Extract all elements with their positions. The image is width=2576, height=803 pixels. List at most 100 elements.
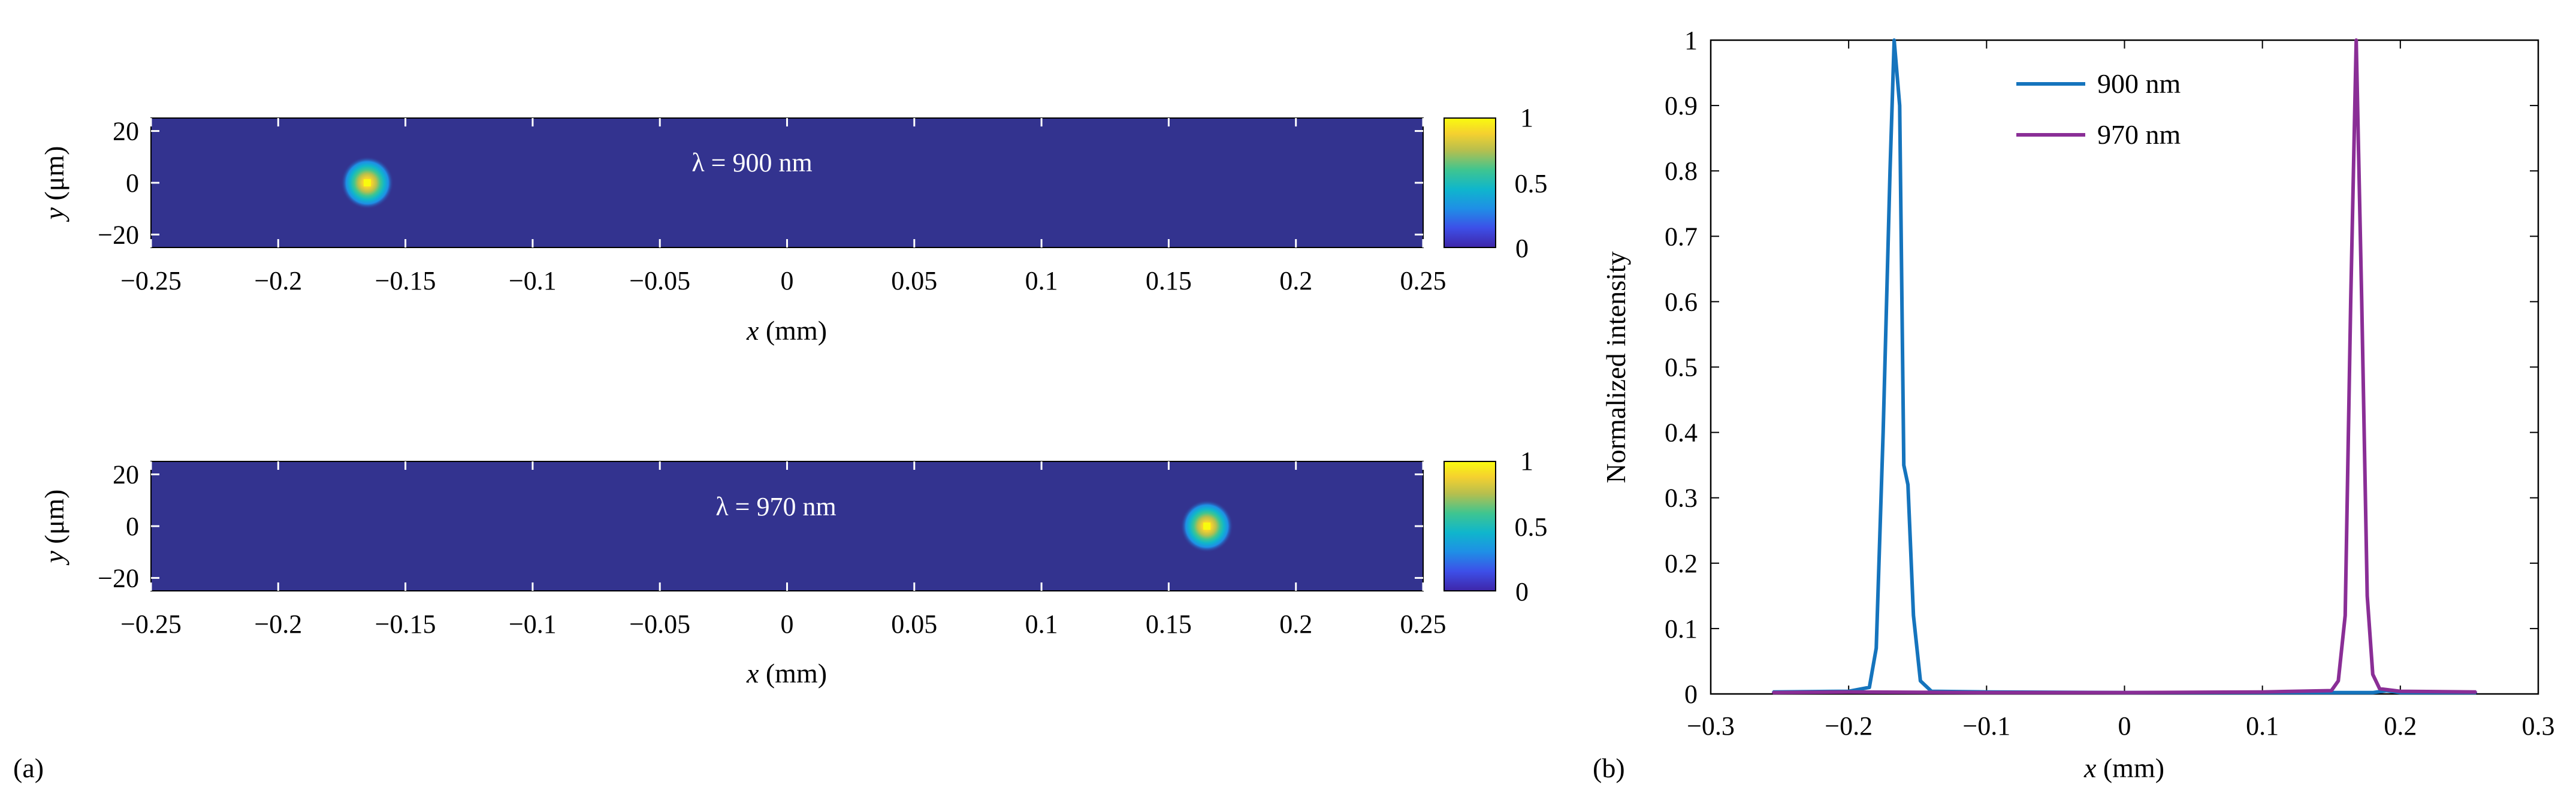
heatmap-ylabel: y (μm) — [39, 146, 70, 222]
x-tick-label: 0.2 — [1279, 266, 1312, 295]
series-line-970nm — [1772, 38, 2477, 695]
y-tick-label: 1 — [1684, 26, 1698, 55]
x-tick-label: 0.05 — [891, 266, 937, 295]
heatmap-ylabel: y (μm) — [39, 489, 70, 565]
x-tick-label: −0.05 — [629, 609, 690, 639]
heatmap-wavelength-label: λ = 900 nm — [691, 148, 812, 177]
panel-label-b: (b) — [1593, 753, 1625, 783]
series-point-900nm — [1889, 170, 1891, 172]
series-point-900nm — [1912, 614, 1914, 617]
y-tick-label: −20 — [98, 563, 139, 593]
y-tick-label: 0.2 — [1665, 549, 1698, 578]
x-tick-label: 0 — [781, 609, 794, 639]
x-tick-label: −0.2 — [254, 609, 302, 639]
series-point-970nm — [2372, 673, 2374, 675]
y-tick-label: 20 — [113, 117, 139, 146]
y-tick-label: 0.1 — [1665, 614, 1698, 644]
x-tick-label: 0.1 — [1025, 609, 1058, 639]
x-tick-label: −0.1 — [509, 609, 557, 639]
y-tick-label: 0 — [126, 512, 139, 541]
series-point-970nm — [2360, 300, 2363, 303]
series-point-900nm — [1898, 104, 1901, 107]
heatmap-ticks: −0.25 −0.2 −0.15 −0.1 −0.05 0 0.05 0.1 0.15 0.2 0.… — [98, 117, 1446, 295]
series-point-900nm — [1893, 39, 1895, 41]
series-point-970nm — [2124, 692, 2125, 694]
line-plot-area — [1710, 39, 2539, 695]
intensity-spot-peak — [1203, 523, 1211, 530]
intensity-spot-peak — [363, 179, 371, 186]
y-tick-label: 0 — [126, 168, 139, 198]
x-tick-label: 0.1 — [2246, 711, 2279, 741]
x-tick-label: −0.1 — [509, 266, 557, 295]
x-tick-label: −0.25 — [120, 609, 182, 639]
colorbar-tick-label: 0 — [1515, 577, 1529, 606]
series-point-970nm — [2475, 691, 2477, 693]
series-point-970nm — [2399, 690, 2402, 693]
line-chart: −0.3 −0.2 −0.1 0 0.1 0.2 0.3 0 0.1 0.2 0.3 0.4 0.5 0.… — [1600, 26, 2555, 783]
x-tick-label: −0.1 — [1962, 711, 2010, 741]
line-chart-ticks: −0.3 −0.2 −0.1 0 0.1 0.2 0.3 0 0.1 0.2 0.3 0.4 0.5 0.… — [1665, 26, 2555, 741]
series-point-970nm — [2355, 39, 2357, 41]
y-tick-label: −20 — [98, 220, 139, 249]
x-tick-label: 0 — [781, 266, 794, 295]
y-tick-label: 0.4 — [1665, 418, 1698, 448]
colorbar — [1443, 117, 1496, 248]
x-tick-label: −0.05 — [629, 266, 690, 295]
y-tick-label: 0.6 — [1665, 287, 1698, 316]
heatmap-ticks: −0.25 −0.2 −0.15 −0.1 −0.05 0 0.05 0.1 0.15 0.2 0.… — [98, 460, 1446, 639]
series-point-970nm — [2261, 691, 2264, 693]
y-tick-label: 0.3 — [1665, 484, 1698, 513]
series-point-970nm — [2344, 614, 2347, 617]
line-xlabel: x (mm) — [2083, 753, 2164, 783]
line-chart-series — [1772, 38, 2477, 695]
legend-entry-970nm: 970 nm — [2097, 119, 2181, 150]
series-point-970nm — [2337, 680, 2339, 682]
y-tick-label: 0.7 — [1665, 222, 1698, 251]
x-tick-label: −0.2 — [1825, 711, 1873, 741]
series-point-900nm — [1907, 484, 1909, 486]
x-tick-label: 0.25 — [1400, 266, 1446, 295]
series-point-970nm — [2349, 300, 2352, 303]
series-point-970nm — [2330, 690, 2333, 692]
y-tick-label: 0.5 — [1665, 353, 1698, 382]
x-tick-label: 0.15 — [1146, 609, 1192, 639]
y-tick-label: 0.9 — [1665, 91, 1698, 120]
series-point-900nm — [1868, 686, 1871, 689]
x-tick-label: −0.25 — [120, 266, 182, 295]
x-tick-label: −0.3 — [1687, 711, 1735, 741]
heatmap-wavelength-label: λ = 970 nm — [715, 492, 836, 521]
x-tick-label: −0.2 — [254, 266, 302, 295]
panel-label-a: (a) — [13, 753, 44, 783]
heatmap-xlabel: x (mm) — [746, 658, 827, 689]
x-tick-label: −0.15 — [375, 609, 436, 639]
series-point-900nm — [2372, 692, 2374, 694]
series-point-900nm — [1875, 647, 1877, 650]
colorbar-tick-label: 1 — [1520, 446, 1533, 476]
heatmap-900nm: −0.25 −0.2 −0.15 −0.1 −0.05 0 0.05 0.1 0.15 0.2 0.… — [39, 103, 1548, 346]
x-tick-label: −0.15 — [375, 266, 436, 295]
y-tick-label: 0.8 — [1665, 156, 1698, 186]
heatmap-970nm: −0.25 −0.2 −0.15 −0.1 −0.05 0 0.05 0.1 0.15 0.2 0.… — [39, 446, 1548, 689]
line-ylabel: Normalized intensity — [1600, 251, 1631, 483]
x-tick-label: 0.05 — [891, 609, 937, 639]
colorbar-tick-label: 0.5 — [1515, 512, 1548, 542]
x-tick-label: 0.2 — [2384, 711, 2417, 741]
x-tick-label: 0.15 — [1146, 266, 1192, 295]
series-point-970nm — [2378, 687, 2381, 690]
colorbar-tick-label: 0 — [1515, 234, 1529, 263]
series-point-900nm — [1919, 680, 1922, 682]
x-tick-label: 0.3 — [2522, 711, 2555, 741]
series-point-970nm — [1847, 691, 1850, 693]
x-tick-label: 0.1 — [1025, 266, 1058, 295]
series-line-900nm — [1772, 38, 2477, 695]
series-point-900nm — [1902, 464, 1905, 466]
x-tick-label: 0.25 — [1400, 609, 1446, 639]
series-point-900nm — [1882, 431, 1885, 434]
colorbar — [1443, 461, 1496, 591]
y-tick-label: 0 — [1684, 680, 1698, 709]
legend: 900 nm 970 nm — [2016, 68, 2181, 150]
x-tick-label: 0.2 — [1279, 609, 1312, 639]
series-point-970nm — [1985, 692, 1988, 694]
heatmap-xlabel: x (mm) — [746, 315, 827, 346]
